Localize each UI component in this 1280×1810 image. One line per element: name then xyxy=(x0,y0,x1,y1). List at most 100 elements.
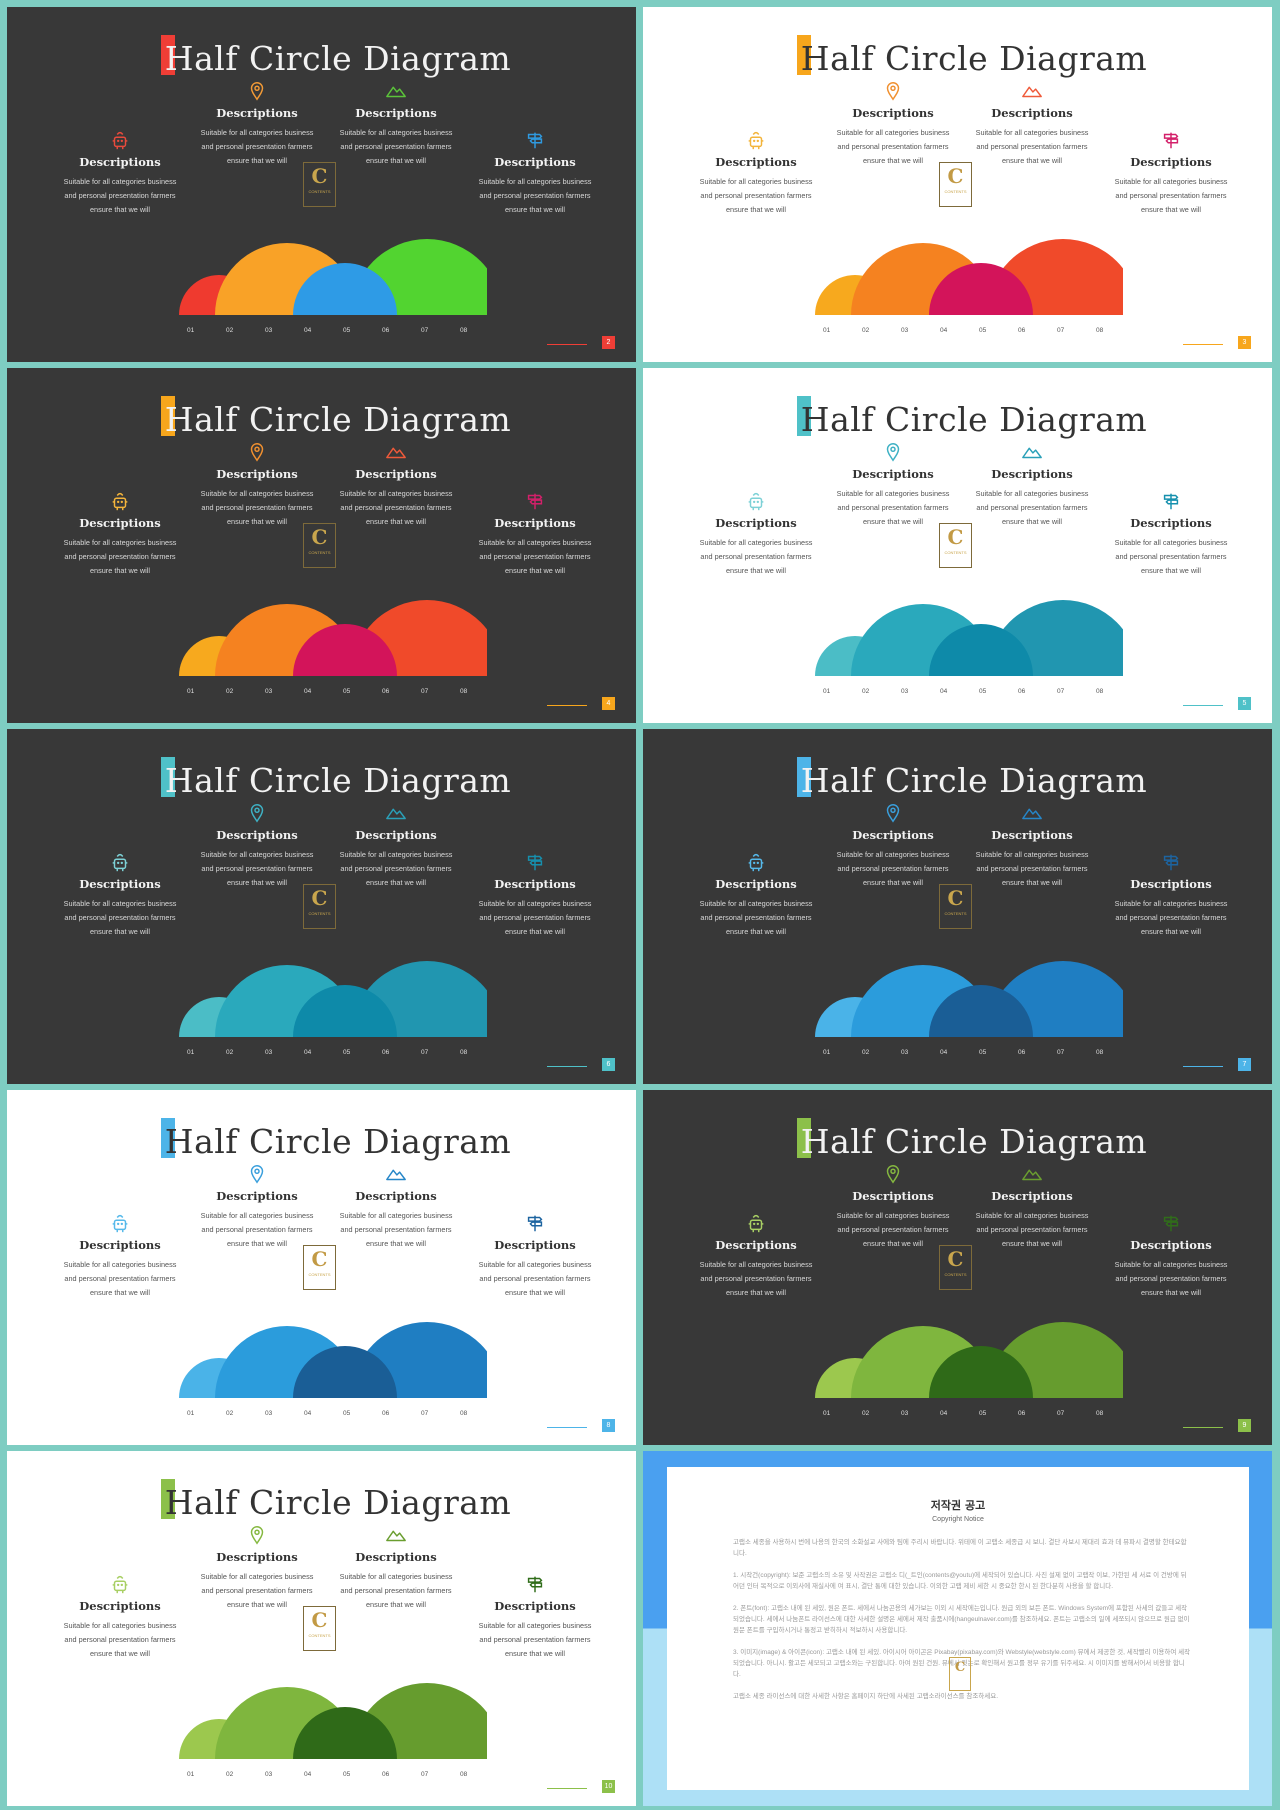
axis-label: 02 xyxy=(226,1771,234,1778)
description-line: and personal presentation farmers xyxy=(340,1586,452,1595)
description-line: and personal presentation farmers xyxy=(64,191,176,200)
axis-label: 04 xyxy=(304,688,312,695)
description-heading: Descriptions xyxy=(852,467,934,481)
description-text: Suitable for all categories business and … xyxy=(828,848,958,890)
location-pin-icon xyxy=(250,443,264,462)
axis-label: 06 xyxy=(1018,1410,1026,1417)
slide-thumbnail[interactable]: Half Circle Diagram Descriptions Suitable … xyxy=(643,7,1272,362)
slide-thumbnail[interactable]: Half Circle Diagram Descriptions Suitable … xyxy=(7,1090,636,1445)
description-block: Descriptions Suitable for all categories … xyxy=(55,129,185,217)
signpost-icon xyxy=(527,1576,543,1593)
description-line: and personal presentation farmers xyxy=(479,552,591,561)
description-text: Suitable for all categories business and … xyxy=(828,1209,958,1251)
description-heading: Descriptions xyxy=(79,516,161,530)
description-line: ensure that we will xyxy=(365,878,427,887)
footer-line xyxy=(1183,705,1223,706)
description-heading: Descriptions xyxy=(715,877,797,891)
description-line: ensure that we will xyxy=(89,566,151,575)
description-text: Suitable for all categories business and … xyxy=(470,1258,600,1300)
half-circle-4 xyxy=(293,624,397,676)
description-line: and personal presentation farmers xyxy=(837,503,949,512)
page-number-badge: 7 xyxy=(1238,1058,1251,1071)
copyright-slide[interactable]: 저작권 공고 Copyright Notice 고랩소 세종을 사용하시 번에 나용… xyxy=(643,1451,1272,1806)
description-text: Suitable for all categories business and … xyxy=(470,175,600,217)
description-text: Suitable for all categories business and … xyxy=(55,897,185,939)
axis-labels: 01 02 03 04 05 06 07 08 xyxy=(813,688,1113,698)
signpost-icon xyxy=(527,1215,543,1232)
description-text: Suitable for all categories business and … xyxy=(331,1209,461,1251)
half-circle-diagram xyxy=(815,961,1123,1037)
description-heading: Descriptions xyxy=(494,1599,576,1613)
title-accent-flag xyxy=(797,1118,811,1158)
axis-label: 01 xyxy=(823,688,831,695)
slide-thumbnail[interactable]: Half Circle Diagram Descriptions Suitable … xyxy=(7,7,636,362)
description-heading: Descriptions xyxy=(355,1550,437,1564)
description-text: Suitable for all categories business and … xyxy=(691,175,821,217)
half-circle-diagram xyxy=(179,961,487,1037)
description-line: and personal presentation farmers xyxy=(64,1274,176,1283)
title-accent-flag xyxy=(797,396,811,436)
slide-thumbnail[interactable]: Half Circle Diagram Descriptions Suitable … xyxy=(7,1451,636,1806)
description-block: Descriptions Suitable for all categories … xyxy=(192,441,322,529)
description-block: Descriptions Suitable for all categories … xyxy=(1106,851,1236,939)
description-line: ensure that we will xyxy=(1001,156,1063,165)
slide-thumbnail[interactable]: Half Circle Diagram Descriptions Suitable … xyxy=(643,368,1272,723)
axis-label: 08 xyxy=(460,1771,468,1778)
description-heading: Descriptions xyxy=(715,516,797,530)
description-block: Descriptions Suitable for all categories … xyxy=(691,1212,821,1300)
signpost-icon xyxy=(1163,493,1179,510)
description-heading: Descriptions xyxy=(852,106,934,120)
robot-icon xyxy=(748,853,764,872)
axis-label: 04 xyxy=(304,327,312,334)
description-line: Suitable for all categories business xyxy=(200,1211,314,1220)
description-line: ensure that we will xyxy=(89,1649,151,1658)
description-text: Suitable for all categories business and … xyxy=(55,536,185,578)
description-line: and personal presentation farmers xyxy=(837,1225,949,1234)
description-line: and personal presentation farmers xyxy=(64,1635,176,1644)
mountain-icon xyxy=(1022,86,1042,98)
description-line: ensure that we will xyxy=(862,517,924,526)
axis-label: 05 xyxy=(343,1771,351,1778)
axis-label: 01 xyxy=(187,688,195,695)
contents-logo: C CONTENTS xyxy=(939,162,972,207)
description-line: ensure that we will xyxy=(862,156,924,165)
description-line: Suitable for all categories business xyxy=(836,128,950,137)
description-line: ensure that we will xyxy=(725,927,787,936)
axis-label: 04 xyxy=(304,1049,312,1056)
axis-label: 06 xyxy=(382,327,390,334)
slide-thumbnail[interactable]: Half Circle Diagram Descriptions Suitable … xyxy=(643,729,1272,1084)
description-text: Suitable for all categories business and … xyxy=(967,848,1097,890)
description-text: Suitable for all categories business and … xyxy=(470,536,600,578)
description-line: ensure that we will xyxy=(89,1288,151,1297)
copyright-paragraph: 2. 폰트(font): 고랩소 내에 된 세있, 원은 폰트. 세에서 나눔곤… xyxy=(733,1605,1190,1634)
half-circle-4 xyxy=(293,1346,397,1398)
description-block: Descriptions Suitable for all categories … xyxy=(967,80,1097,168)
copyright-title: 저작권 공고 xyxy=(930,1499,986,1512)
description-line: Suitable for all categories business xyxy=(339,1211,453,1220)
description-text: Suitable for all categories business and … xyxy=(470,897,600,939)
slide-thumbnail[interactable]: Half Circle Diagram Descriptions Suitable … xyxy=(7,729,636,1084)
half-circle-4 xyxy=(929,985,1033,1037)
axis-label: 06 xyxy=(1018,688,1026,695)
half-circle-diagram xyxy=(815,239,1123,315)
slide-thumbnail[interactable]: Half Circle Diagram Descriptions Suitable … xyxy=(643,1090,1272,1445)
description-heading: Descriptions xyxy=(216,1189,298,1203)
description-line: ensure that we will xyxy=(1140,1288,1202,1297)
description-line: Suitable for all categories business xyxy=(1114,177,1228,186)
description-line: Suitable for all categories business xyxy=(200,489,314,498)
half-circle-4 xyxy=(929,263,1033,315)
mountain-icon xyxy=(386,1169,406,1181)
axis-label: 07 xyxy=(1057,688,1065,695)
description-heading: Descriptions xyxy=(991,1189,1073,1203)
description-line: ensure that we will xyxy=(862,878,924,887)
location-pin-icon xyxy=(886,804,900,823)
description-line: Suitable for all categories business xyxy=(339,489,453,498)
axis-label: 08 xyxy=(460,327,468,334)
description-line: Suitable for all categories business xyxy=(478,1260,592,1269)
description-text: Suitable for all categories business and … xyxy=(192,848,322,890)
slide-thumbnail[interactable]: Half Circle Diagram Descriptions Suitable … xyxy=(7,368,636,723)
title-accent-flag xyxy=(161,757,175,797)
axis-label: 03 xyxy=(901,1410,909,1417)
description-line: Suitable for all categories business xyxy=(699,1260,813,1269)
